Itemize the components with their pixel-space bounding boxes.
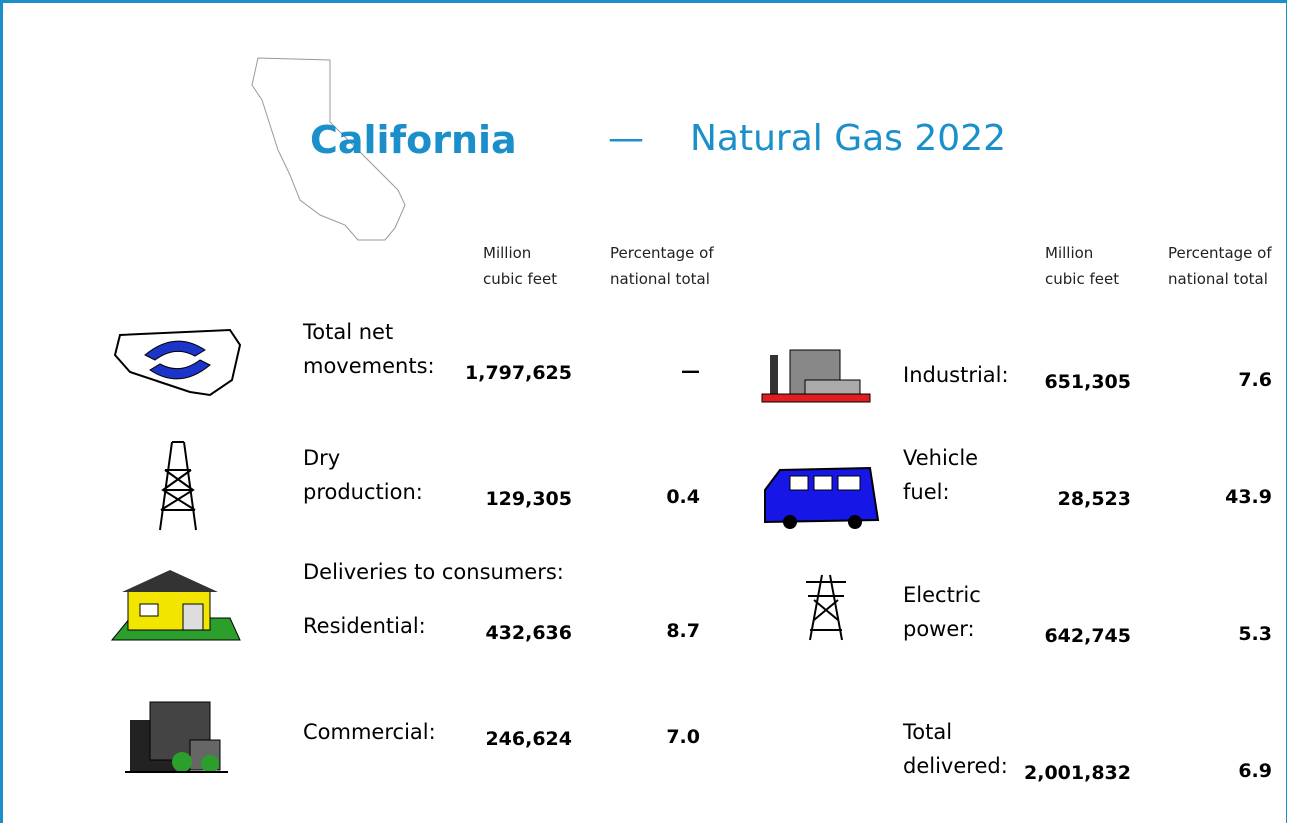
- us-map-icon: [113, 328, 242, 397]
- share-value: 5.3: [1238, 623, 1272, 645]
- volume-value: 2,001,832: [1024, 762, 1131, 784]
- column-header: Million: [1045, 244, 1094, 262]
- row-label: movements:: [303, 354, 435, 378]
- van-icon: [764, 466, 880, 529]
- share-value: —: [681, 360, 700, 382]
- volume-value: 642,745: [1044, 625, 1131, 647]
- factory-icon: [761, 349, 871, 403]
- row-label: Commercial:: [303, 720, 436, 744]
- house-icon: [110, 570, 241, 641]
- row-label: Electric: [903, 583, 981, 607]
- row-label: Vehicle: [903, 446, 979, 470]
- row-label: Industrial:: [903, 363, 1009, 387]
- share-value: 43.9: [1225, 486, 1272, 508]
- derrick-icon: [159, 441, 197, 531]
- volume-value: 1,797,625: [465, 362, 572, 384]
- share-value: 7.0: [666, 726, 700, 748]
- column-header: Million: [483, 244, 532, 262]
- title: Natural Gas 2022: [690, 118, 1007, 159]
- row-label: power:: [903, 617, 975, 641]
- column-header: Percentage of: [610, 244, 714, 262]
- office-icon: [125, 701, 228, 773]
- state-outline: [251, 57, 406, 241]
- row-label: Residential:: [303, 614, 426, 638]
- share-value: 0.4: [666, 486, 700, 508]
- column-header: Percentage of: [1168, 244, 1272, 262]
- volume-value: 28,523: [1057, 488, 1131, 510]
- volume-value: 432,636: [485, 622, 572, 644]
- state-name: California: [310, 118, 517, 162]
- column-header: cubic feet: [1045, 270, 1120, 288]
- column-header: national total: [1168, 270, 1268, 288]
- volume-value: 246,624: [485, 728, 572, 750]
- row-label: Total net: [303, 320, 394, 344]
- volume-value: 129,305: [485, 488, 572, 510]
- column-header: cubic feet: [483, 270, 558, 288]
- row-label: Total: [903, 720, 953, 744]
- row-label: delivered:: [903, 754, 1008, 778]
- title-dash: —: [608, 118, 644, 159]
- row-label: fuel:: [903, 480, 950, 504]
- share-value: 6.9: [1238, 760, 1272, 782]
- share-value: 8.7: [666, 620, 700, 642]
- row-label: production:: [303, 480, 423, 504]
- volume-value: 651,305: [1044, 371, 1131, 393]
- column-header: national total: [610, 270, 710, 288]
- row-label: Dry: [303, 446, 341, 470]
- share-value: 7.6: [1238, 369, 1272, 391]
- section-label: Deliveries to consumers:: [303, 560, 564, 584]
- tower-icon: [806, 574, 846, 641]
